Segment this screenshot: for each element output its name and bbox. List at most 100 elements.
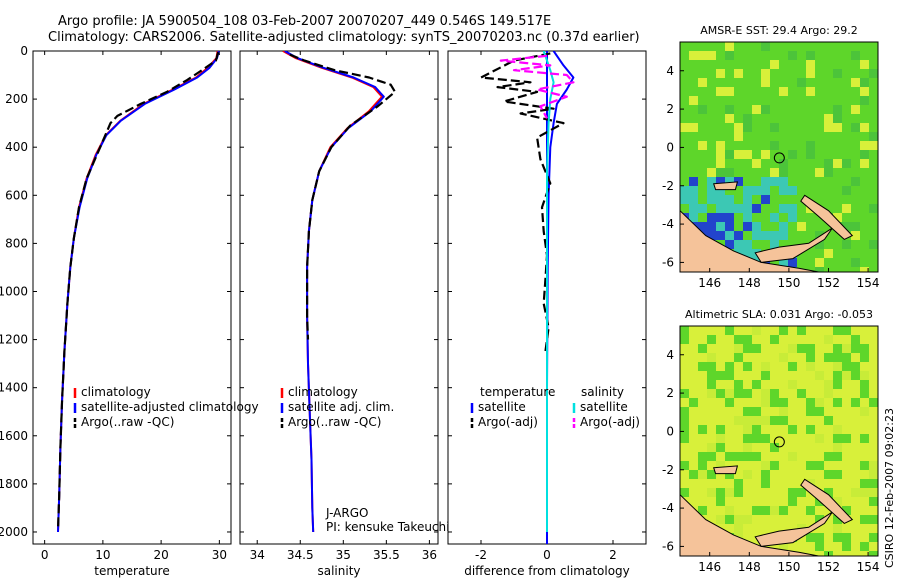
sst_map-cell (725, 240, 734, 249)
sla_map-cell (815, 515, 824, 524)
sla_map-cell (725, 389, 734, 398)
sla_map-cell (842, 344, 851, 353)
sst_map-cell (815, 267, 824, 272)
sst_map-cell (779, 159, 788, 168)
temperature-panel: 0 10 20 30 0 200 400 600 800 1000 1200 1400 1600 1800… (0, 44, 259, 578)
sla_map-cell (824, 389, 833, 398)
sst_map-cell (824, 123, 833, 132)
salinity-axes-frame (239, 50, 439, 545)
sla_map-cell (797, 488, 806, 497)
difference-series-3 (499, 54, 575, 119)
sla_map-cell (851, 335, 860, 344)
sla_map-cell (743, 443, 752, 452)
sst_map-cell (851, 177, 860, 186)
temperature-series-2 (56, 51, 220, 530)
sla_map-cell (842, 542, 851, 551)
sla_map-cell (734, 380, 743, 389)
sla_map-cell (761, 389, 770, 398)
temperature-ytick-label: 1600 (0, 429, 28, 443)
temperature-series-0 (57, 51, 219, 533)
sla_map-cell (761, 434, 770, 443)
temperature-ytick-label: 2000 (0, 525, 28, 539)
sla_map-cell (770, 416, 779, 425)
sla_map-cell (860, 344, 869, 353)
sla_map-title: Altimetric SLA: 0.031 Argo: -0.053 (685, 308, 873, 321)
sst_map-cell (743, 150, 752, 159)
sla_map-cell (716, 443, 725, 452)
sla_map-cell (806, 506, 815, 515)
salinity-legend-label: Argo(..raw -QC) (288, 415, 381, 429)
sst_map-cell (860, 141, 869, 150)
sst_map-ytick-label: -4 (662, 217, 674, 231)
sla_map-cell (797, 326, 806, 335)
sla_map-cell (734, 344, 743, 353)
sst_map-ytick-label: -2 (662, 179, 674, 193)
sla_map-cell (734, 389, 743, 398)
sst_map-cell (725, 177, 734, 186)
sst_map-cell (725, 150, 734, 159)
sla_map-cell (806, 461, 815, 470)
difference-legend-label: satellite (580, 400, 628, 414)
sla_map-cell (743, 416, 752, 425)
difference-xtick-label: 0 (543, 548, 551, 562)
sst_map-cell (788, 258, 797, 267)
sst_map-cell (734, 150, 743, 159)
sst_map-cell (833, 114, 842, 123)
sst_map-cell (707, 231, 716, 240)
sst_map-cell (842, 240, 851, 249)
sst_map-cell (761, 78, 770, 87)
sla_map-cell (761, 362, 770, 371)
sla_map-cell (806, 353, 815, 362)
salinity-annotation-pi: PI: kensuke Takeuchi (326, 520, 449, 534)
sla_map-cell (752, 344, 761, 353)
sst_map-cell (815, 258, 824, 267)
sst_map-cell (779, 231, 788, 240)
difference-xtick-label: 2 (609, 548, 617, 562)
sla_map-cell (824, 353, 833, 362)
sst_map-cell (707, 222, 716, 231)
difference-legend-label: Argo(-adj) (478, 415, 538, 429)
sst_map-cell (869, 204, 878, 213)
sst_map-cell (680, 195, 689, 204)
sla_map-cell (824, 470, 833, 479)
sla_map-cell (770, 398, 779, 407)
sst_map-cell (806, 150, 815, 159)
figure-title-line2: Climatology: CARS2006. Satellite-adjuste… (48, 30, 640, 45)
sla_map-cell (734, 335, 743, 344)
sst_map-cell (860, 150, 869, 159)
difference-legend-label: Argo(-adj) (580, 415, 640, 429)
sst_map-cells (680, 42, 878, 272)
sst_map-cell (770, 60, 779, 69)
sst_map-cell (761, 231, 770, 240)
sst_map-cell (815, 168, 824, 177)
sla_map-cell (788, 362, 797, 371)
sst_map-cell (752, 222, 761, 231)
sla_map-cell (842, 362, 851, 371)
sst_map-cell (806, 87, 815, 96)
temperature-ytick-label: 400 (5, 140, 28, 154)
sst_map-cell (770, 168, 779, 177)
sst_map-cell (788, 213, 797, 222)
sla_map-cell (716, 488, 725, 497)
sla_map-cell (833, 470, 842, 479)
sst_map-cell (698, 105, 707, 114)
sla_map-cell (833, 425, 842, 434)
temperature-axes-frame (32, 50, 232, 545)
sla_map-cell (797, 389, 806, 398)
sst_map-xtick-label: 150 (777, 276, 800, 290)
sst_map-cell (698, 141, 707, 150)
sla_map-cell (770, 506, 779, 515)
temperature-xlabel: temperature (94, 564, 169, 578)
sla_map-cell (788, 488, 797, 497)
salinity-xtick-label: 36 (422, 548, 437, 562)
sla_map-cell (788, 452, 797, 461)
sla_map-cell (815, 434, 824, 443)
sst_map-cell (779, 204, 788, 213)
sla_map-cell (851, 488, 860, 497)
sst_map-cell (788, 186, 797, 195)
sla_map-argo-marker (773, 436, 785, 448)
sla_map-cell (815, 398, 824, 407)
sla_map-ytick-label: -2 (662, 463, 674, 477)
sla_map-cell (725, 488, 734, 497)
sst_map-land-manus (713, 181, 739, 191)
